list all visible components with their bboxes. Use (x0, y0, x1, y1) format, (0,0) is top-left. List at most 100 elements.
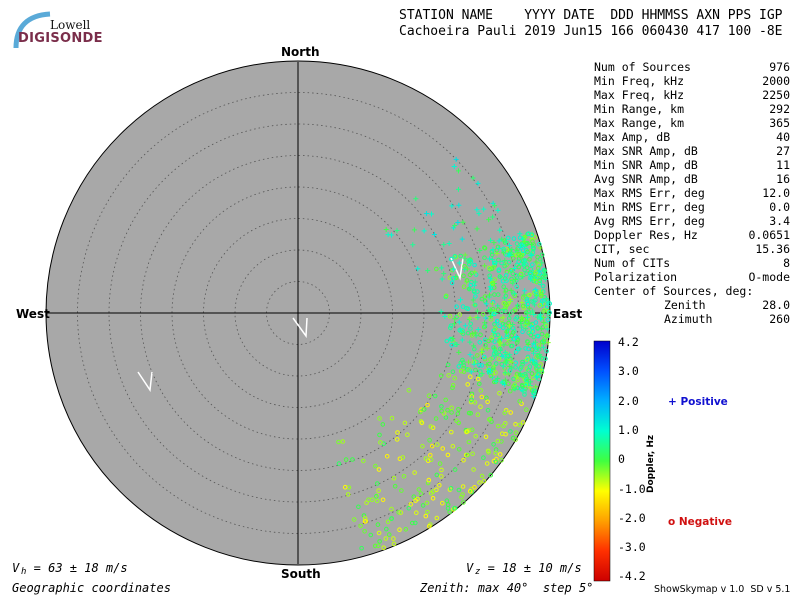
source-point-positive (492, 203, 498, 209)
source-point-negative (516, 252, 522, 257)
source-point-positive (474, 226, 480, 232)
source-point-negative (466, 439, 472, 445)
source-point-positive (531, 276, 537, 282)
source-point-negative (524, 407, 529, 413)
source-point-negative (426, 477, 432, 483)
source-point-negative (394, 437, 400, 442)
source-point-negative (432, 393, 438, 399)
source-point-negative (413, 520, 418, 526)
stat-row: Num of Sources 976 (594, 60, 790, 74)
source-point-negative (523, 346, 528, 351)
source-point-negative (437, 461, 443, 466)
source-point-negative (491, 311, 497, 317)
source-point-positive (429, 211, 435, 217)
source-point-negative (342, 484, 348, 490)
source-point-negative (495, 332, 501, 338)
source-point-negative (374, 493, 379, 499)
source-point-negative (489, 249, 495, 255)
source-point-negative (506, 381, 511, 386)
source-point-negative (466, 410, 472, 416)
source-point-negative (521, 295, 526, 300)
stat-value: 2000 (762, 74, 790, 88)
vertical-velocity: V = 18 ± 10 m/s (466, 561, 582, 575)
vector-marker (450, 257, 464, 281)
source-point-negative (456, 487, 462, 493)
source-point-negative (515, 304, 521, 309)
source-point-positive (488, 237, 494, 243)
source-point-negative (493, 326, 498, 331)
source-point-positive (528, 379, 534, 385)
source-point-negative (529, 299, 534, 304)
source-point-negative (543, 356, 548, 362)
source-point-negative (406, 387, 412, 393)
colorbar-tick-label: 4.2 (618, 335, 639, 349)
source-point-positive (469, 330, 475, 336)
colorbar-tick-label: -2.0 (618, 510, 646, 525)
source-point-negative (490, 306, 496, 312)
source-point-negative (513, 349, 519, 355)
source-point-negative (479, 363, 485, 368)
source-point-positive (531, 302, 537, 308)
source-point-negative (520, 420, 526, 425)
source-point-negative (467, 272, 473, 278)
source-point-positive (521, 292, 527, 298)
source-point-positive (470, 175, 476, 181)
source-point-negative (423, 456, 429, 461)
source-point-positive (535, 369, 541, 375)
source-point-negative (492, 332, 498, 338)
source-point-negative (392, 483, 398, 489)
source-point-negative (524, 296, 530, 302)
direction-west: West (16, 307, 50, 321)
source-point-negative (504, 302, 509, 308)
source-point-negative (520, 303, 526, 309)
source-point-negative (479, 296, 485, 302)
source-point-negative (542, 336, 548, 341)
source-point-negative (416, 487, 422, 492)
source-point-negative (501, 246, 506, 252)
source-point-positive (421, 228, 427, 234)
stat-label: Min Range, km (594, 102, 685, 116)
stat-label: Min Freq, kHz (594, 74, 685, 88)
source-point-negative (362, 519, 368, 524)
source-point-negative (530, 262, 535, 268)
source-point-positive (517, 231, 523, 237)
source-point-negative (479, 394, 485, 400)
source-point-negative (449, 429, 454, 435)
source-point-positive (472, 269, 478, 275)
source-points (336, 156, 553, 551)
source-point-negative (430, 425, 436, 431)
source-point-negative (506, 260, 512, 265)
source-point-negative (473, 433, 479, 439)
source-point-positive (528, 324, 534, 330)
source-point-negative (444, 498, 450, 504)
source-point-positive (471, 343, 477, 349)
source-point-negative (433, 416, 439, 421)
source-point-negative (482, 245, 488, 251)
source-point-negative (485, 399, 490, 405)
source-point-negative (458, 253, 464, 259)
source-point-negative (434, 472, 440, 478)
source-point-negative (499, 309, 504, 314)
source-point-negative (513, 422, 518, 427)
header-values: Cachoeira Pauli 2019 Jun15 166 060430 41… (399, 24, 783, 39)
source-point-negative (535, 352, 541, 358)
source-point-negative (377, 432, 382, 438)
source-point-negative (496, 268, 502, 274)
source-point-negative (449, 405, 454, 411)
source-point-negative (487, 361, 492, 367)
source-point-negative (481, 455, 486, 461)
source-point-negative (537, 303, 543, 308)
source-point-negative (535, 265, 541, 271)
source-point-negative (507, 368, 513, 373)
vector-marker (292, 317, 308, 339)
source-point-positive (441, 271, 447, 277)
source-point-positive (540, 344, 546, 350)
source-point-negative (530, 239, 535, 244)
source-point-negative (483, 434, 489, 440)
source-point-negative (497, 390, 502, 396)
source-point-positive (512, 277, 518, 283)
source-point-positive (502, 349, 508, 355)
velocity-vectors (137, 257, 464, 393)
source-point-negative (418, 491, 424, 496)
stat-value: 40 (776, 130, 790, 144)
